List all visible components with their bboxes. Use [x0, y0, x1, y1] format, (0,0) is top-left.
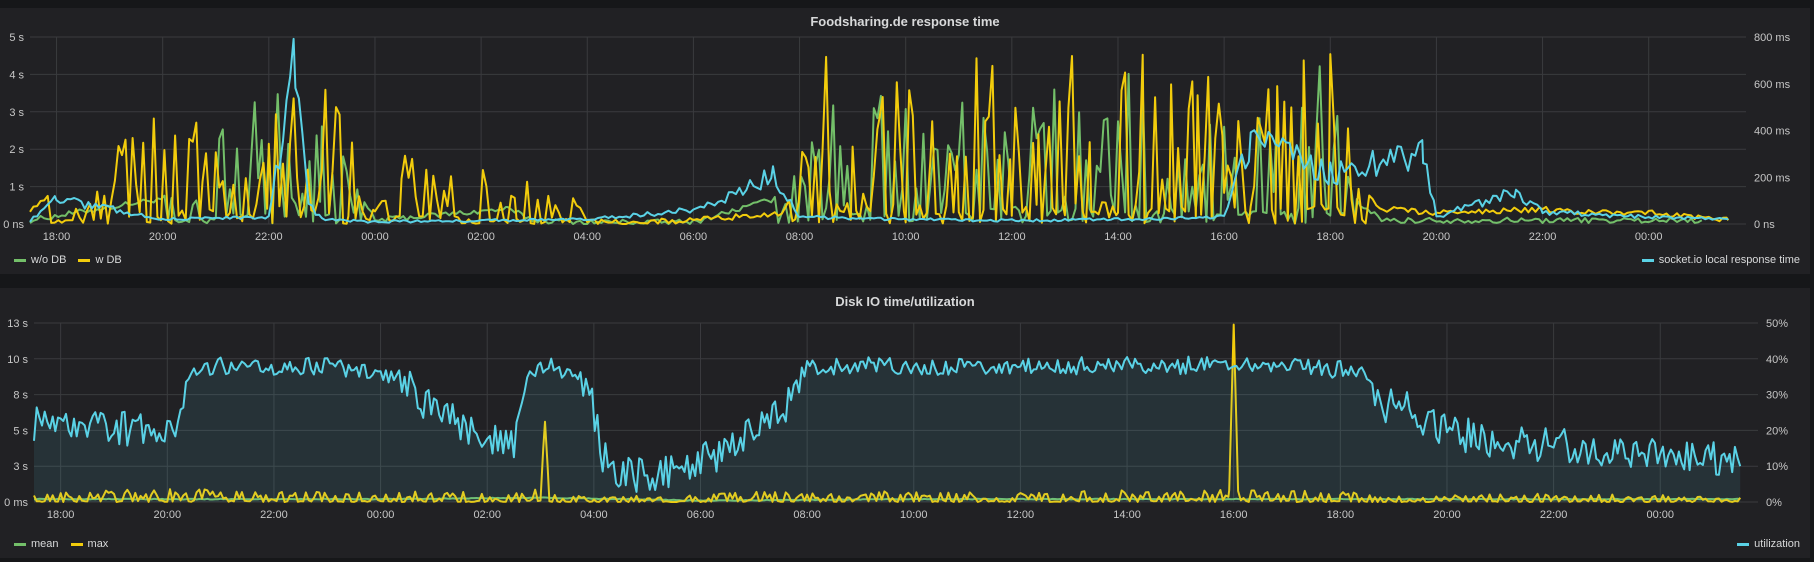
legend-swatch: [70, 542, 83, 546]
y-left-tick-label: 13 s: [7, 318, 28, 330]
legend-label: w DB: [95, 254, 122, 266]
y-right-tick-label: 50%: [1766, 318, 1788, 330]
legend-left: mean max: [14, 538, 108, 550]
y-right-tick-label: 0 ns: [1754, 219, 1775, 231]
y-left-tick-label: 3 s: [13, 461, 28, 473]
legend-right: utilization: [1737, 538, 1800, 550]
x-tick-label: 18:00: [1317, 231, 1345, 243]
x-tick-label: 18:00: [43, 231, 71, 243]
x-tick-label: 16:00: [1210, 231, 1238, 243]
y-left-tick-label: 0 ms: [4, 497, 28, 509]
legend-swatch: [78, 258, 91, 262]
x-tick-label: 00:00: [361, 231, 389, 243]
x-tick-label: 22:00: [255, 231, 283, 243]
series-line-max[interactable]: [33, 323, 1742, 503]
series-line-mean[interactable]: [33, 496, 1741, 502]
panel-response-time: Foodsharing.de response time 0 ns 1 s 2 s 3…: [0, 8, 1810, 274]
legend-swatch: [14, 542, 26, 546]
x-tick-label: 20:00: [154, 509, 182, 521]
x-tick-label: 02:00: [473, 509, 501, 521]
legend-item[interactable]: utilization: [1737, 538, 1800, 550]
x-tick-label: 04:00: [573, 231, 601, 243]
x-tick-label: 22:00: [1529, 231, 1557, 243]
x-tick-label: 08:00: [793, 509, 821, 521]
y-right-tick-label: 800 ms: [1754, 32, 1791, 44]
x-tick-label: 20:00: [1433, 509, 1461, 521]
x-tick-label: 18:00: [47, 509, 75, 521]
y-left-tick-label: 4 s: [9, 69, 24, 81]
panel-title[interactable]: Foodsharing.de response time: [810, 14, 1000, 29]
legend-item[interactable]: w/o DB: [14, 254, 66, 266]
x-tick-label: 00:00: [1646, 509, 1674, 521]
x-tick-label: 20:00: [149, 231, 177, 243]
x-tick-label: 12:00: [998, 231, 1026, 243]
legend-swatch: [14, 258, 26, 262]
series-line-utilization[interactable]: [33, 355, 1742, 493]
y-left-tick-label: 8 s: [13, 390, 28, 402]
y-left-tick-label: 5 s: [13, 425, 28, 437]
legend-swatch: [1641, 258, 1654, 262]
x-tick-label: 00:00: [1635, 231, 1663, 243]
disk-io-chart: 0 ms 3 s 5 s 8 s 10 s 13 s 0% 10% 20% 30% 40% 50% 18…: [4, 318, 1788, 521]
legend-label: mean: [31, 538, 59, 550]
legend-label: max: [87, 538, 109, 550]
y-right-tick-label: 600 ms: [1754, 79, 1791, 91]
legend-label: utilization: [1754, 538, 1800, 550]
panel-disk-io: Disk IO time/utilization 0 ms 3 s 5 s 8 s 10…: [0, 288, 1810, 558]
x-tick-label: 20:00: [1423, 231, 1451, 243]
y-right-tick-label: 10%: [1766, 461, 1788, 473]
y-right-tick-label: 40%: [1766, 354, 1788, 366]
legend-item[interactable]: w DB: [78, 254, 122, 266]
x-tick-label: 00:00: [367, 509, 395, 521]
y-right-tick-label: 30%: [1766, 390, 1788, 402]
y-left-tick-label: 3 s: [9, 107, 24, 119]
y-left-tick-label: 5 s: [9, 32, 24, 44]
x-tick-label: 22:00: [1540, 509, 1568, 521]
panel-title[interactable]: Disk IO time/utilization: [835, 294, 975, 309]
x-tick-label: 14:00: [1113, 509, 1141, 521]
x-tick-label: 16:00: [1220, 509, 1248, 521]
x-tick-label: 10:00: [892, 231, 920, 243]
series-line-w-db[interactable]: [29, 53, 1730, 225]
y-right-tick-label: 200 ms: [1754, 172, 1791, 184]
legend-right: socket.io local response time: [1641, 254, 1800, 266]
y-right-tick-label: 20%: [1766, 425, 1788, 437]
y-left-tick-label: 0 ns: [3, 219, 24, 231]
y-left-tick-label: 2 s: [9, 144, 24, 156]
legend-left: w/o DB w DB: [14, 254, 122, 266]
x-tick-label: 22:00: [260, 509, 288, 521]
y-left-tick-label: 1 s: [9, 182, 24, 194]
y-left-tick-label: 10 s: [7, 354, 28, 366]
x-tick-label: 06:00: [680, 231, 708, 243]
response-time-chart: 0 ns 1 s 2 s 3 s 4 s 5 s 0 ns 200 ms 400 ms 600 m…: [3, 32, 1791, 243]
x-tick-label: 06:00: [687, 509, 715, 521]
legend-item[interactable]: socket.io local response time: [1641, 254, 1800, 266]
legend-label: socket.io local response time: [1658, 254, 1800, 266]
legend-label: w/o DB: [31, 254, 67, 266]
series-area-utilization: [34, 356, 1741, 502]
x-tick-label: 10:00: [900, 509, 928, 521]
legend-item[interactable]: mean: [14, 538, 59, 550]
x-tick-label: 04:00: [580, 509, 608, 521]
x-tick-label: 08:00: [786, 231, 814, 243]
series-line-socket-io-local-response-time[interactable]: [29, 37, 1729, 224]
x-tick-label: 14:00: [1104, 231, 1132, 243]
x-tick-label: 18:00: [1327, 509, 1355, 521]
x-tick-label: 02:00: [467, 231, 495, 243]
x-tick-label: 12:00: [1007, 509, 1035, 521]
legend-swatch: [1737, 542, 1750, 546]
legend-item[interactable]: max: [70, 538, 109, 550]
y-right-tick-label: 400 ms: [1754, 126, 1791, 138]
y-right-tick-label: 0%: [1766, 497, 1782, 509]
